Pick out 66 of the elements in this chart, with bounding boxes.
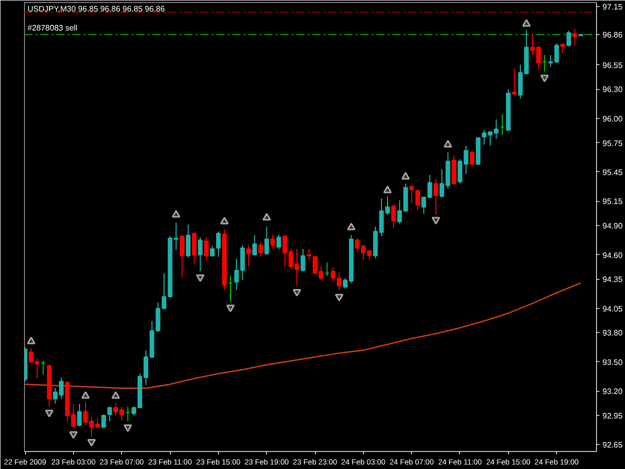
- candlestick: [192, 232, 197, 264]
- point: [69, 431, 78, 439]
- candlestick: [107, 406, 112, 422]
- y-tick-label: 97.15: [602, 2, 624, 12]
- point: [292, 289, 302, 297]
- candlestick: [246, 244, 251, 267]
- candlestick: [434, 178, 438, 216]
- candlestick: [470, 150, 474, 166]
- candlestick: [415, 189, 420, 210]
- y-tick-label: 96.00: [602, 114, 624, 124]
- point: [124, 424, 132, 432]
- point: [45, 410, 54, 418]
- point: [87, 438, 96, 447]
- point: [196, 274, 205, 282]
- point: [444, 140, 452, 148]
- point: [522, 19, 531, 27]
- y-tick-label: 95.15: [602, 197, 624, 206]
- line-series: [24, 282, 582, 389]
- y-tick-label: 93.80: [602, 328, 624, 338]
- candlestick: [276, 234, 282, 250]
- y-tick-label: 95.75: [602, 138, 624, 148]
- candlestick: [186, 224, 190, 258]
- candlestick: [452, 154, 456, 186]
- point: [401, 172, 410, 180]
- candlestick: [101, 414, 106, 429]
- candlestick: [306, 248, 312, 260]
- candlestick: [391, 204, 396, 229]
- candlestick: [264, 226, 270, 256]
- point: [226, 304, 235, 312]
- candlestick: [566, 30, 572, 47]
- point: [347, 222, 356, 230]
- y-tick-label: 94.05: [602, 304, 624, 314]
- y-tick-label: 96.55: [602, 60, 624, 70]
- candlestick: [300, 248, 306, 272]
- y-tick-label: 93.20: [602, 387, 624, 396]
- candlestick: [198, 236, 203, 272]
- candlestick: [252, 234, 257, 256]
- y-tick-label: 94.35: [602, 275, 624, 284]
- ref-line-label: #2878083 sell: [28, 24, 78, 33]
- point: [334, 294, 344, 302]
- y-tick-label: 96.30: [602, 85, 624, 94]
- y-tick-label: 96.86: [602, 30, 624, 40]
- candlestick: [560, 42, 565, 54]
- point: [262, 212, 271, 221]
- point: [172, 210, 180, 218]
- candlestick: [270, 234, 276, 250]
- point: [383, 186, 392, 194]
- point: [432, 216, 440, 224]
- y-tick-label: 92.65: [602, 440, 624, 450]
- chart-title: USDJPY,M30 96.85 96.86 96.85 96.86: [28, 4, 166, 14]
- candlestick: [204, 236, 209, 262]
- y-tick-label: 92.95: [602, 411, 624, 420]
- y-tick-label: 95.45: [602, 168, 624, 177]
- candlestick: [258, 242, 263, 258]
- candlestick: [180, 234, 184, 278]
- candlestick: [512, 68, 517, 96]
- point: [26, 336, 36, 344]
- point: [220, 216, 229, 224]
- y-tick-label: 93.50: [602, 358, 624, 367]
- candlestick: [409, 185, 414, 204]
- candlestick: [572, 28, 578, 46]
- y-tick-label: 94.60: [602, 250, 624, 260]
- candlestick: [77, 403, 82, 427]
- candlestick: [216, 230, 221, 258]
- candlestick: [210, 245, 215, 258]
- y-tick-label: 94.90: [602, 222, 624, 231]
